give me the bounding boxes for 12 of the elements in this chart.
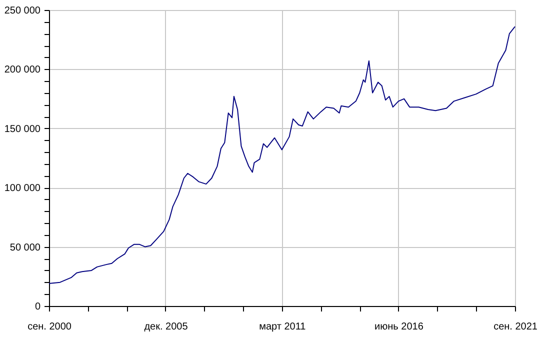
y-tick-label: 100 000 [4,183,41,194]
x-tick-label: март 2011 [259,322,306,332]
y-tick-label: 50 000 [10,242,41,254]
x-tick-label: июнь 2016 [374,322,424,332]
x-tick-label: сен. 2000 [28,322,72,332]
x-tick-label: дек. 2005 [144,322,188,332]
line-series [48,26,516,284]
y-tick-label: 250 000 [4,6,41,16]
y-tick-label: 150 000 [4,124,41,135]
x-tick-label: сен. 2021 [494,322,538,332]
y-tick-label: 0 [34,302,41,312]
y-tick-label: 200 000 [4,64,41,76]
